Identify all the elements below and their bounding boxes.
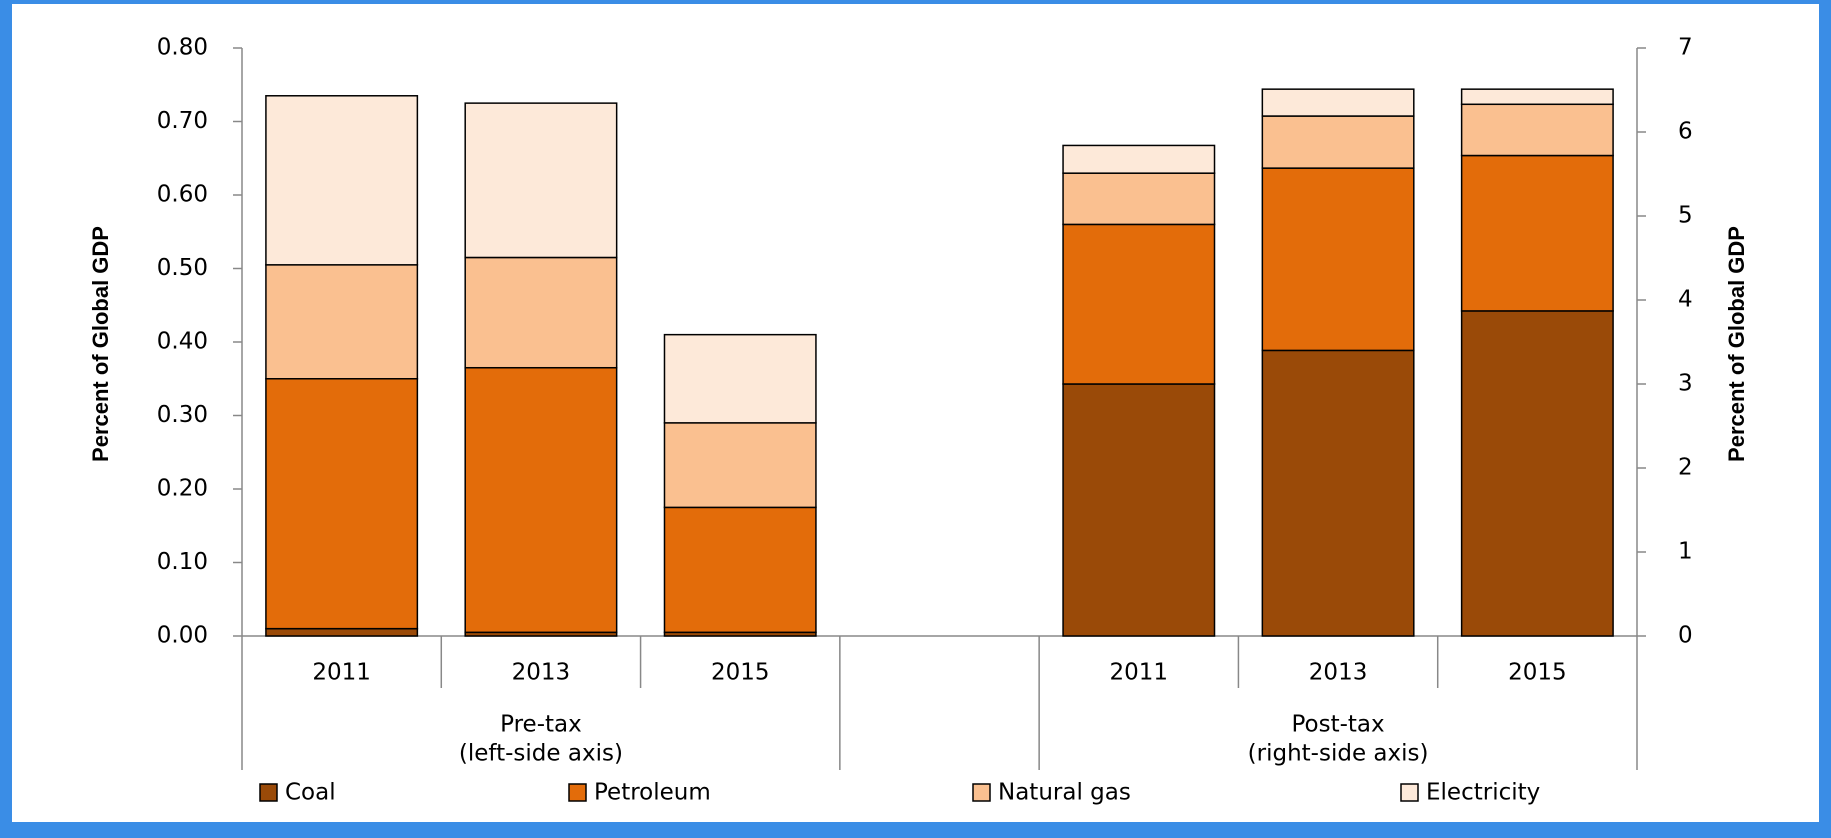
legend-label: Petroleum	[594, 780, 711, 806]
legend-swatch	[972, 783, 991, 802]
y-tick-label: 0.10	[157, 549, 208, 575]
bar-segment	[1460, 88, 1614, 106]
x-tick-label: 2011	[1110, 660, 1169, 686]
legend-label: Coal	[285, 780, 336, 806]
x-tick-label: 2013	[512, 660, 571, 686]
legend-swatch	[259, 783, 278, 802]
bar-segment	[663, 422, 817, 509]
y2-tick-label: 7	[1678, 35, 1693, 61]
y2-tick-label: 3	[1678, 371, 1693, 397]
group-sublabel: (left-side axis)	[459, 741, 623, 767]
bar-segment	[1460, 154, 1614, 312]
group-label: Pre-tax	[500, 712, 582, 738]
x-tick-label: 2015	[1508, 660, 1567, 686]
group-label: Post-tax	[1291, 712, 1384, 738]
bar-segment	[464, 366, 618, 634]
bar-segment	[1261, 88, 1415, 117]
group-sublabel: (right-side axis)	[1248, 741, 1429, 767]
y-axis-title: Percent of Global GDP	[88, 226, 113, 462]
legend-swatch	[568, 783, 587, 802]
y-tick-label: 0.30	[157, 402, 208, 428]
bar-segment	[1261, 115, 1415, 169]
bar-segment	[265, 95, 419, 266]
y-tick-label: 0.70	[157, 108, 208, 134]
legend-label: Electricity	[1426, 780, 1540, 806]
bar-segment	[265, 264, 419, 380]
y-tick-label: 0.50	[157, 255, 208, 281]
legend-swatch	[1400, 783, 1419, 802]
y2-tick-label: 6	[1678, 119, 1693, 145]
x-tick-label: 2015	[711, 660, 770, 686]
bar-segment	[1062, 172, 1216, 226]
bar-segment	[1261, 349, 1415, 637]
bar-segment	[464, 256, 618, 369]
y-tick-label: 0.20	[157, 476, 208, 502]
bar-segment	[1062, 383, 1216, 637]
y-tick-label: 0.00	[157, 623, 208, 649]
bar-segment	[663, 333, 817, 424]
bar-segment	[1062, 223, 1216, 385]
y-tick-label: 0.60	[157, 182, 208, 208]
y-tick-label: 0.80	[157, 35, 208, 61]
x-tick-label: 2013	[1309, 660, 1368, 686]
bar-segment	[1261, 167, 1415, 352]
bar-segment	[1062, 144, 1216, 174]
bar-segment	[265, 627, 419, 637]
y2-tick-label: 4	[1678, 287, 1693, 313]
bar-segment	[1460, 310, 1614, 637]
y2-tick-label: 2	[1678, 455, 1693, 481]
x-tick-label: 2011	[312, 660, 371, 686]
bar-segment	[265, 378, 419, 630]
legend-label: Natural gas	[998, 780, 1131, 806]
y2-tick-label: 1	[1678, 539, 1693, 565]
y2-axis-title: Percent of Global GDP	[1724, 226, 1749, 462]
y2-tick-label: 0	[1678, 623, 1693, 649]
bar-segment	[464, 102, 618, 259]
bar-segment	[1460, 103, 1614, 157]
y2-tick-label: 5	[1678, 203, 1693, 229]
y-tick-label: 0.40	[157, 329, 208, 355]
bar-segment	[663, 506, 817, 634]
